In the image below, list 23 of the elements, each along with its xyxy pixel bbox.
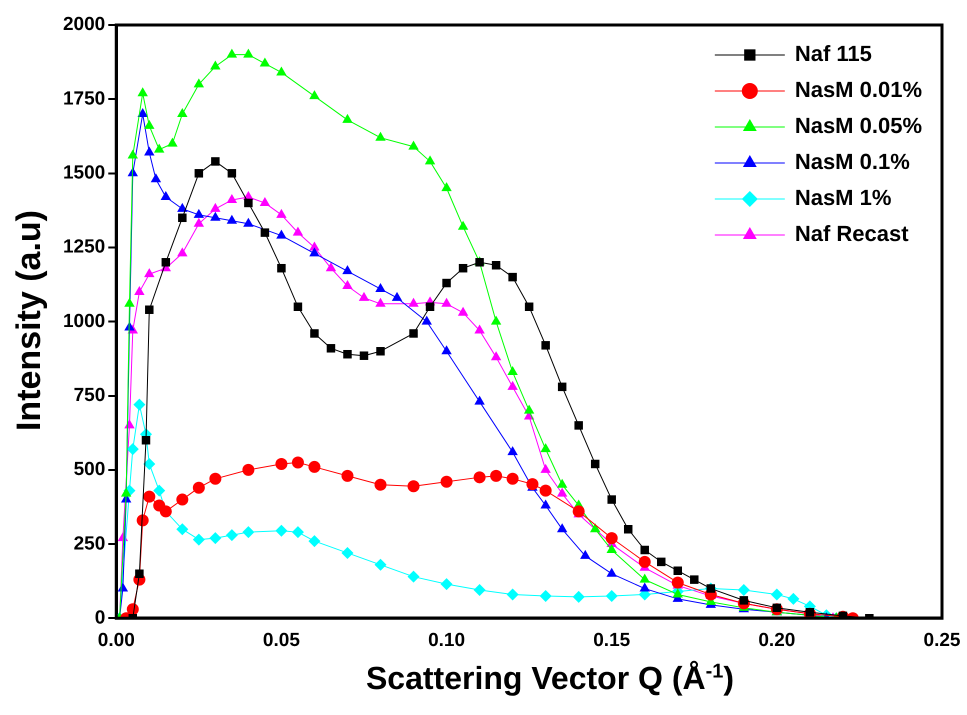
x-tick-label: 0.10 (428, 630, 466, 651)
legend-label: Naf 115 (794, 41, 872, 66)
legend-label: Naf Recast (794, 221, 910, 246)
x-tick-label: 0.20 (758, 630, 796, 651)
x-axis-title: Scattering Vector Q (Å$^{-1}$) (364, 660, 736, 697)
x-tick-label: 0.05 (262, 630, 300, 651)
y-tick-label: 750 (74, 384, 106, 406)
y-axis-title: Intensity (a.u) (10, 209, 50, 431)
legend-label: NasM 0.05% (794, 113, 922, 138)
y-tick-label: 1750 (62, 88, 106, 110)
y-tick-label: 1500 (62, 162, 106, 184)
y-tick-label: 500 (74, 459, 106, 480)
legend-label: NasM 0.1% (794, 149, 910, 174)
legend-label: NasM 1% (794, 185, 892, 210)
y-tick-label: 1250 (62, 236, 106, 258)
y-tick-label: 250 (74, 533, 106, 554)
y-tick-label: 0 (94, 607, 106, 628)
x-tick-label: 0.00 (98, 630, 135, 651)
x-tick-label: 0.15 (593, 630, 631, 651)
legend-label: NasM 0.01% (794, 77, 922, 102)
x-tick-label: 0.25 (924, 630, 961, 651)
y-tick-label: 2000 (62, 14, 106, 36)
y-tick-label: 1000 (62, 310, 106, 332)
